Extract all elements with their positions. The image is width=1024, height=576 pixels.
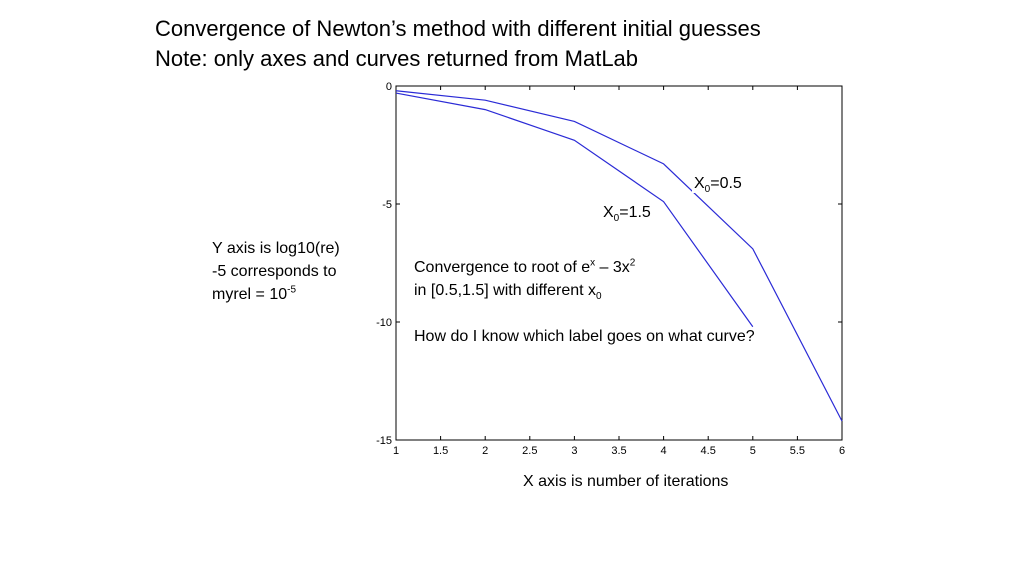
curve-label-a-sub: 0 bbox=[704, 184, 711, 196]
y-tick-label: -5 bbox=[382, 199, 392, 211]
curve-label-x0-1.5: X0=1.5 bbox=[601, 204, 653, 225]
x-tick-label: 1.5 bbox=[433, 445, 448, 457]
plot-area-frame bbox=[395, 85, 843, 441]
curve-label-a-rest: =0.5 bbox=[710, 175, 742, 192]
cn-line2-prefix: in [0.5,1.5] with different x bbox=[414, 282, 597, 299]
axis-ticks: 1 1.5 2 2.5 3 3.5 4 4.5 5 5.5 6 0 -5 -10 -15 bbox=[376, 81, 845, 457]
x-tick-label: 4.5 bbox=[701, 445, 716, 457]
x-tick-label: 2 bbox=[482, 445, 488, 457]
y-tick-label: 0 bbox=[386, 81, 392, 93]
x-tick-label: 2.5 bbox=[522, 445, 537, 457]
y-tick-label: -10 bbox=[376, 317, 392, 329]
y-tick-label: -15 bbox=[376, 435, 392, 447]
series-line-1 bbox=[395, 90, 843, 422]
y-axis-note-line1: Y axis is log10(re) bbox=[212, 240, 340, 257]
series-group bbox=[395, 90, 843, 422]
y-axis-note-line3: myrel = 10-5 bbox=[212, 283, 340, 306]
convergence-note-line1: Convergence to root of ex – 3x2 bbox=[414, 256, 755, 279]
curve-label-b-sub: 0 bbox=[613, 213, 620, 225]
title-line-1: Convergence of Newton’s method with diff… bbox=[155, 16, 761, 41]
x-tick-label: 1 bbox=[393, 445, 399, 457]
curve-label-b-rest: =1.5 bbox=[619, 204, 651, 221]
title-line-2: Note: only axes and curves returned from… bbox=[155, 46, 639, 71]
x-tick-label: 6 bbox=[839, 445, 845, 457]
convergence-note-line2: in [0.5,1.5] with different x0 bbox=[414, 279, 755, 302]
curve-label-x0-0.5: X0=0.5 bbox=[692, 175, 744, 196]
series-line-2 bbox=[395, 92, 754, 328]
x-tick-label: 4 bbox=[661, 445, 667, 457]
x-tick-label: 5 bbox=[750, 445, 756, 457]
convergence-note: Convergence to root of ex – 3x2 in [0.5,… bbox=[414, 256, 755, 348]
y-axis-note-line2: -5 corresponds to bbox=[212, 263, 337, 280]
y-axis-note: Y axis is log10(re) -5 corresponds to my… bbox=[212, 237, 340, 306]
slide-title: Convergence of Newton’s method with diff… bbox=[155, 14, 761, 74]
y-axis-note-line3-prefix: myrel = 10 bbox=[212, 286, 288, 303]
cn-line1-prefix: Convergence to root of e bbox=[414, 259, 591, 276]
x-tick-label: 3.5 bbox=[611, 445, 626, 457]
x-axis-caption: X axis is number of iterations bbox=[523, 473, 729, 490]
cn-line1-mid: – 3x bbox=[595, 259, 630, 276]
curve-label-b-base: X bbox=[603, 204, 614, 221]
cn-line1-sup2: 2 bbox=[629, 257, 636, 269]
cn-line2-sub: 0 bbox=[596, 291, 602, 303]
convergence-note-question: How do I know which label goes on what c… bbox=[414, 328, 755, 345]
x-tick-label: 5.5 bbox=[790, 445, 805, 457]
x-tick-label: 3 bbox=[571, 445, 577, 457]
cn-line1-sup1: x bbox=[590, 257, 596, 269]
curve-label-a-base: X bbox=[694, 175, 705, 192]
y-axis-note-line3-sup: -5 bbox=[287, 284, 297, 296]
